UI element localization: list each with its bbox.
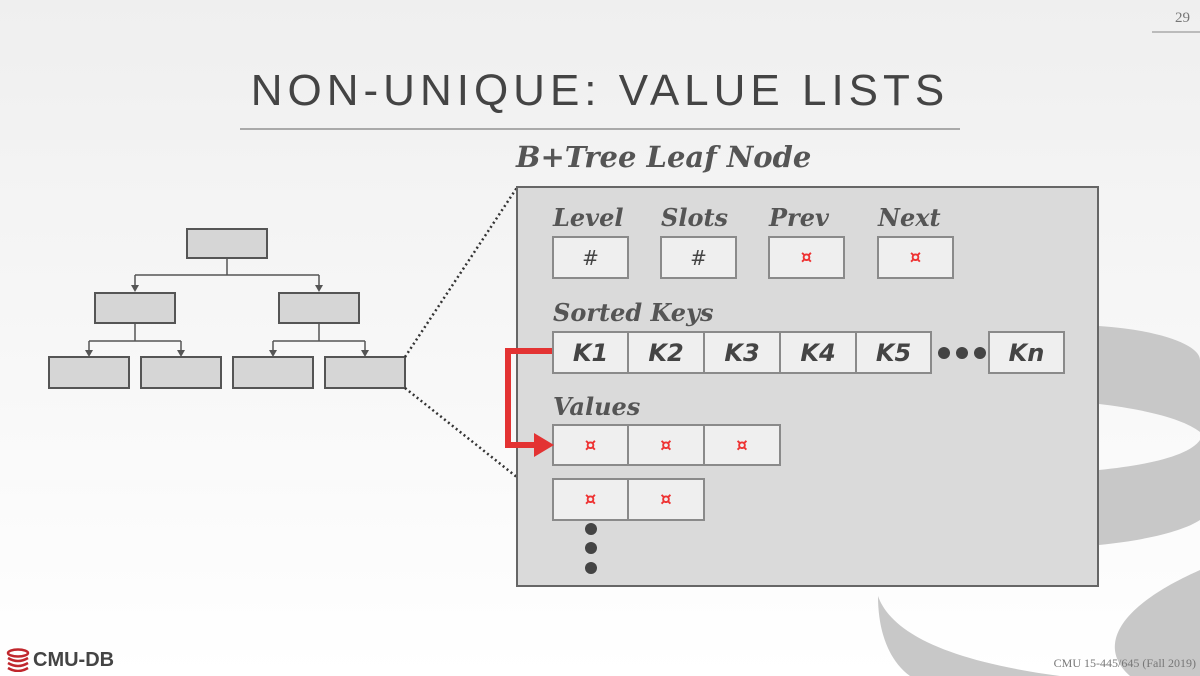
tree-root-node bbox=[186, 228, 268, 259]
value-pointer-cell: ¤ bbox=[703, 424, 781, 466]
key-cell: K3 bbox=[703, 331, 781, 374]
next-label: Next bbox=[878, 203, 941, 232]
leaf-node-heading: B+Tree Leaf Node bbox=[516, 140, 812, 174]
sorted-keys-label: Sorted Keys bbox=[553, 298, 714, 327]
zoom-line-top bbox=[403, 185, 520, 358]
key-label: K5 bbox=[875, 338, 912, 367]
prev-pointer-cell: ¤ bbox=[768, 236, 845, 279]
tree-inner-node-right bbox=[278, 292, 360, 324]
pointer-icon: ¤ bbox=[800, 247, 813, 268]
title-rule bbox=[240, 128, 960, 130]
values-label: Values bbox=[553, 392, 641, 421]
pointer-icon: ¤ bbox=[909, 247, 922, 268]
pointer-icon: ¤ bbox=[584, 489, 597, 510]
value-pointer-cell: ¤ bbox=[627, 424, 705, 466]
level-cell: # bbox=[552, 236, 629, 279]
course-footer: CMU 15-445/645 (Fall 2019) bbox=[1053, 656, 1196, 670]
key-cell: K4 bbox=[779, 331, 857, 374]
vertical-ellipsis-dot bbox=[585, 542, 597, 554]
slots-cell: # bbox=[660, 236, 737, 279]
key-label: K4 bbox=[800, 338, 836, 367]
tree-leaf-node-highlighted bbox=[324, 356, 406, 389]
vertical-ellipsis-dot bbox=[585, 562, 597, 574]
next-pointer-cell: ¤ bbox=[877, 236, 954, 279]
database-icon bbox=[6, 648, 30, 672]
tree-leaf-node bbox=[140, 356, 222, 389]
ellipsis-dot bbox=[974, 347, 986, 359]
key-label: K3 bbox=[724, 338, 760, 367]
logo-text: CMU-DB bbox=[33, 648, 115, 671]
slots-value: # bbox=[690, 245, 707, 270]
tree-leaf-node bbox=[232, 356, 314, 389]
pointer-icon: ¤ bbox=[584, 434, 597, 456]
prev-label: Prev bbox=[769, 203, 829, 232]
tree-inner-node-left bbox=[94, 292, 176, 324]
vertical-ellipsis-dot bbox=[585, 523, 597, 535]
key-label: K2 bbox=[648, 338, 684, 367]
slots-label: Slots bbox=[661, 203, 729, 232]
level-label: Level bbox=[553, 203, 624, 232]
tree-leaf-node bbox=[48, 356, 130, 389]
ellipsis-dot bbox=[956, 347, 968, 359]
key-cell: K5 bbox=[855, 331, 932, 374]
cmu-db-logo: CMU-DB bbox=[6, 648, 114, 672]
slide-title: NON-UNIQUE: VALUE LISTS bbox=[250, 66, 950, 115]
background-swoosh bbox=[878, 326, 1200, 676]
value-pointer-cell: ¤ bbox=[627, 478, 705, 521]
page-number-underline bbox=[1152, 31, 1200, 33]
zoom-line-bottom bbox=[404, 387, 519, 479]
pointer-icon: ¤ bbox=[660, 489, 672, 510]
pointer-icon: ¤ bbox=[660, 434, 672, 456]
pointer-icon: ¤ bbox=[736, 434, 748, 456]
ellipsis-dot bbox=[938, 347, 950, 359]
last-key-cell: Kn bbox=[988, 331, 1065, 374]
key-cell: K1 bbox=[552, 331, 629, 374]
value-pointer-cell: ¤ bbox=[552, 478, 629, 521]
level-value: # bbox=[582, 245, 599, 270]
key-label: K1 bbox=[572, 338, 609, 367]
key-label: Kn bbox=[1008, 338, 1045, 367]
page-number: 29 bbox=[1175, 10, 1190, 26]
